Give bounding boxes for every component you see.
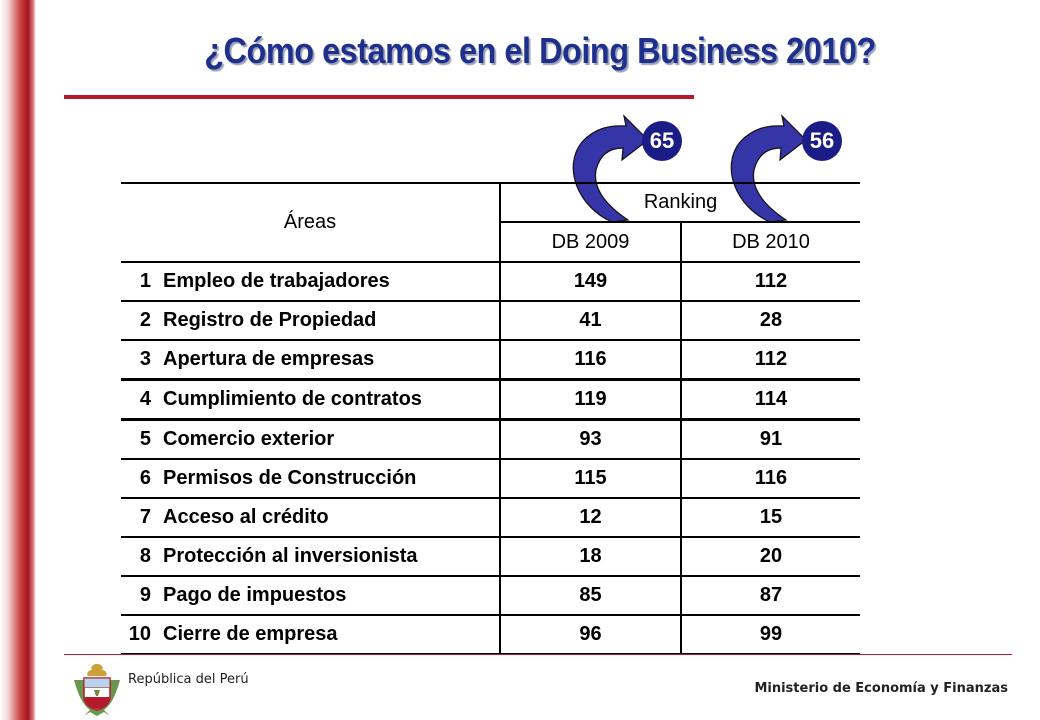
db2009-value: 116 — [500, 339, 682, 380]
db2010-value: 112 — [681, 261, 861, 301]
rank-2010-badge: 56 — [802, 121, 842, 161]
table-row: 2 Registro de Propiedad 41 28 — [121, 300, 861, 340]
table-row: 6 Permisos de Construcción 115 116 — [121, 458, 861, 498]
title-underline — [64, 95, 694, 99]
area-name: Apertura de empresas — [163, 348, 375, 370]
db2009-value: 96 — [500, 614, 682, 655]
db2010-value: 114 — [681, 378, 861, 420]
republica-label: República del Perú — [128, 672, 249, 687]
table-row: 3 Apertura de empresas 116 112 — [121, 339, 861, 380]
table-row: 4 Cumplimiento de contratos 119 114 — [121, 378, 861, 420]
ranking-table: Áreas Ranking DB 2009 DB 2010 1 Empleo de… — [121, 182, 861, 655]
area-name: Cierre de empresa — [163, 623, 338, 645]
db2009-value: 41 — [500, 300, 682, 340]
row-number: 9 — [139, 584, 151, 606]
footer-divider — [64, 654, 1012, 655]
area-name: Acceso al crédito — [163, 506, 329, 528]
header-ranking: Ranking — [500, 182, 861, 223]
db2009-value: 119 — [500, 378, 682, 420]
table-row: 9 Pago de impuestos 85 87 — [121, 575, 861, 615]
db2010-value: 28 — [681, 300, 861, 340]
row-number: 7 — [139, 506, 151, 528]
rank-2009-badge: 65 — [642, 121, 682, 161]
db2009-value: 85 — [500, 575, 682, 615]
area-name: Registro de Propiedad — [163, 309, 377, 331]
header-db2010: DB 2010 — [732, 230, 810, 253]
row-number: 8 — [139, 545, 151, 567]
row-number: 4 — [139, 388, 151, 410]
area-name: Cumplimiento de contratos — [163, 388, 422, 410]
db2010-value: 20 — [681, 536, 861, 576]
table-row: 8 Protección al inversionista 18 20 — [121, 536, 861, 576]
peru-coat-of-arms-icon — [74, 664, 120, 716]
area-name: Comercio exterior — [163, 428, 335, 450]
page-title: ¿Cómo estamos en el Doing Business 2010? — [204, 30, 876, 71]
table-row: 7 Acceso al crédito 12 15 — [121, 497, 861, 537]
header-db2009: DB 2009 — [500, 222, 682, 262]
ministerio-label: Ministerio de Economía y Finanzas — [754, 681, 1008, 696]
table-row: 10 Cierre de empresa 96 99 — [121, 614, 861, 655]
db2009-value: 149 — [500, 261, 682, 301]
left-decorative-bar — [0, 0, 36, 720]
table-row: 1 Empleo de trabajadores 149 112 — [121, 261, 861, 301]
area-name: Permisos de Construcción — [163, 467, 417, 489]
db2010-value: 116 — [681, 458, 861, 498]
db2010-value: 15 — [681, 497, 861, 537]
area-name: Empleo de trabajadores — [163, 270, 390, 292]
row-number: 6 — [139, 467, 151, 489]
db2009-value: 12 — [500, 497, 682, 537]
header-areas: Áreas — [121, 182, 501, 262]
table-row: 5 Comercio exterior 93 91 — [121, 418, 861, 459]
row-number: 10 — [128, 623, 151, 645]
area-name: Protección al inversionista — [163, 545, 418, 567]
area-name: Pago de impuestos — [163, 584, 347, 606]
db2010-value: 99 — [681, 614, 861, 655]
db2009-value: 18 — [500, 536, 682, 576]
row-number: 1 — [139, 270, 151, 292]
row-number: 5 — [139, 428, 151, 450]
row-number: 3 — [139, 348, 151, 370]
db2010-value: 91 — [681, 418, 861, 459]
db2009-value: 93 — [500, 418, 682, 459]
db2010-value: 112 — [681, 339, 861, 380]
db2010-value: 87 — [681, 575, 861, 615]
row-number: 2 — [139, 309, 151, 331]
db2009-value: 115 — [500, 458, 682, 498]
